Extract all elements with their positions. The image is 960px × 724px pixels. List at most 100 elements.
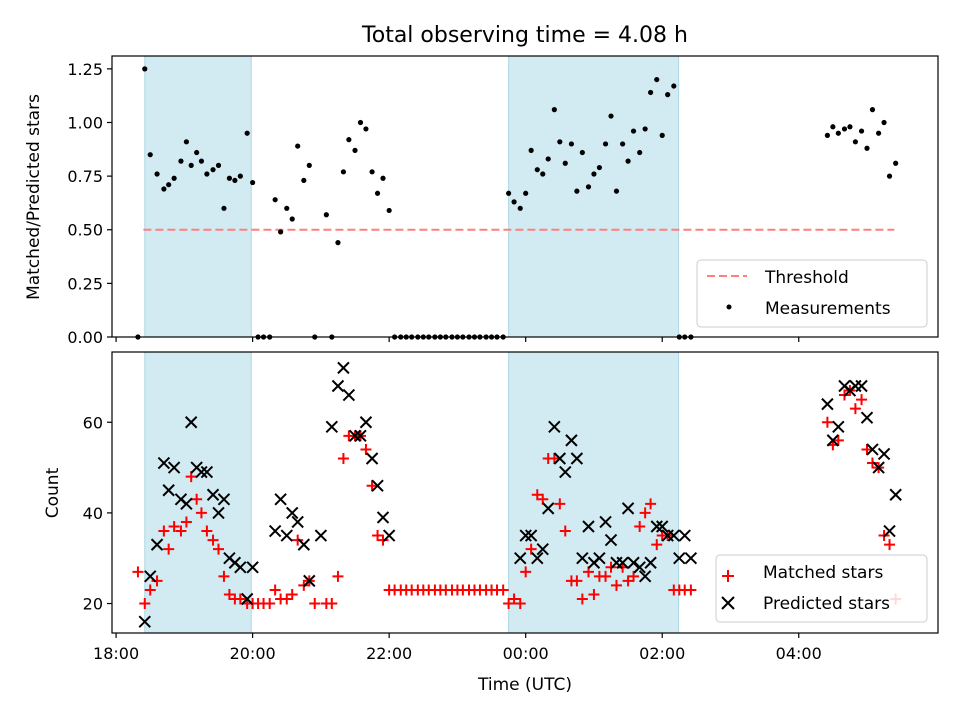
measurement-point <box>161 186 167 192</box>
measurement-point <box>637 149 643 156</box>
matched-star-point <box>832 434 844 446</box>
predicted-star-point <box>565 434 578 447</box>
matched-star-point <box>218 570 230 582</box>
predicted-star-point <box>291 515 304 529</box>
measurement-point <box>523 190 529 196</box>
matched-star-point <box>600 570 612 582</box>
predicted-star-point <box>348 429 362 443</box>
matched-star-point <box>144 584 156 596</box>
measurement-point <box>835 130 841 136</box>
predicted-star-point <box>167 461 181 474</box>
predicted-star-point <box>297 538 311 551</box>
predicted-star-point <box>519 529 532 542</box>
measurement-point <box>369 169 375 175</box>
matched-star-point <box>168 520 180 532</box>
measurement-point <box>323 212 329 218</box>
predicted-star-point <box>650 520 663 533</box>
predicted-star-point <box>872 461 885 474</box>
predicted-star-point <box>593 552 606 565</box>
top-y-tick-label: 0.50 <box>67 221 103 240</box>
matched-star-point <box>326 598 338 610</box>
measurement-point <box>352 147 358 153</box>
matched-star-point <box>651 539 663 551</box>
matched-star-point <box>559 525 571 537</box>
measurement-point <box>221 205 227 211</box>
predicted-star-point <box>217 493 231 506</box>
matched-star-point <box>520 566 532 578</box>
top-y-ticks: 0.00 0.25 0.50 0.75 1.00 1.25 <box>67 60 112 347</box>
predicted-star-point <box>570 452 584 465</box>
measurement-point <box>886 173 893 179</box>
measurement-point <box>295 143 301 149</box>
measurement-point <box>194 149 200 156</box>
predicted-star-point <box>826 434 840 447</box>
predicted-star-point <box>212 506 225 520</box>
predicted-star-point <box>200 465 214 479</box>
measurement-point <box>665 92 671 98</box>
matched-star-point <box>508 593 520 605</box>
predicted-star-point <box>860 411 874 424</box>
matched-star-point <box>292 534 304 546</box>
predicted-star-point <box>599 515 612 529</box>
measurement-point <box>568 141 575 147</box>
measurement-point <box>654 76 660 83</box>
matched-star-point <box>309 598 321 610</box>
measurement-point <box>380 175 386 181</box>
measurement-point <box>602 141 609 147</box>
measurement-point <box>574 188 580 194</box>
predicted-star-point <box>559 465 572 479</box>
predicted-star-point <box>638 570 652 583</box>
matched-star-point <box>377 534 389 546</box>
predicted-star-point <box>150 538 164 551</box>
matched-star-point <box>685 584 697 596</box>
predicted-star-point <box>354 429 367 443</box>
predicted-star-point <box>536 542 549 556</box>
predicted-star-point <box>531 552 544 565</box>
predicted-star-point <box>286 506 299 520</box>
measurement-point <box>648 89 654 96</box>
measurement-point <box>608 113 614 119</box>
bottom-y-ticks: 20 40 60 <box>83 413 112 614</box>
measurement-point <box>232 177 238 184</box>
predicted-star-point <box>157 456 171 470</box>
measurement-point <box>540 171 546 177</box>
measurements-legend-swatch <box>726 304 732 310</box>
measurement-point <box>659 132 665 138</box>
predicted-star-point <box>280 529 293 542</box>
predicted-star-point <box>246 561 259 574</box>
matched-star-point <box>139 598 151 610</box>
predicted-star-point <box>376 511 390 524</box>
measurement-point <box>528 147 534 153</box>
measurement-point <box>858 128 865 134</box>
bottom-legend-box <box>715 554 928 623</box>
bottom-y-axis-label: Count <box>43 467 63 518</box>
measurement-point <box>620 141 626 147</box>
predicted-star-point <box>268 524 282 538</box>
matched-star-point <box>645 498 657 510</box>
matched-star-point <box>132 566 144 578</box>
measurement-point <box>183 139 190 145</box>
matched-star-point <box>163 543 175 555</box>
predicted-star-point <box>234 561 247 574</box>
x-axis-label: Time (UTC) <box>477 675 572 695</box>
measurement-point <box>301 177 307 184</box>
measurement-point <box>215 162 222 168</box>
measurement-point <box>511 199 517 205</box>
predicted-star-point <box>240 592 254 606</box>
shaded-interval-0 <box>144 55 252 338</box>
predicted-star-point <box>656 520 669 533</box>
matched-star-point <box>269 584 281 596</box>
predicted-star-point <box>548 420 561 433</box>
x-tick-label: 20:00 <box>230 644 276 663</box>
matched-star-point <box>639 507 651 519</box>
measurement-point <box>289 216 295 222</box>
top-axes-frame <box>111 55 939 338</box>
top-y-tick-label: 1.00 <box>67 113 103 132</box>
shaded-interval-1 <box>508 55 680 338</box>
measurement-point <box>357 119 364 126</box>
measurement-point <box>306 162 312 168</box>
predicted-star-point <box>582 520 595 533</box>
predicted-star-point <box>832 420 845 433</box>
predicted-star-point <box>162 484 175 497</box>
